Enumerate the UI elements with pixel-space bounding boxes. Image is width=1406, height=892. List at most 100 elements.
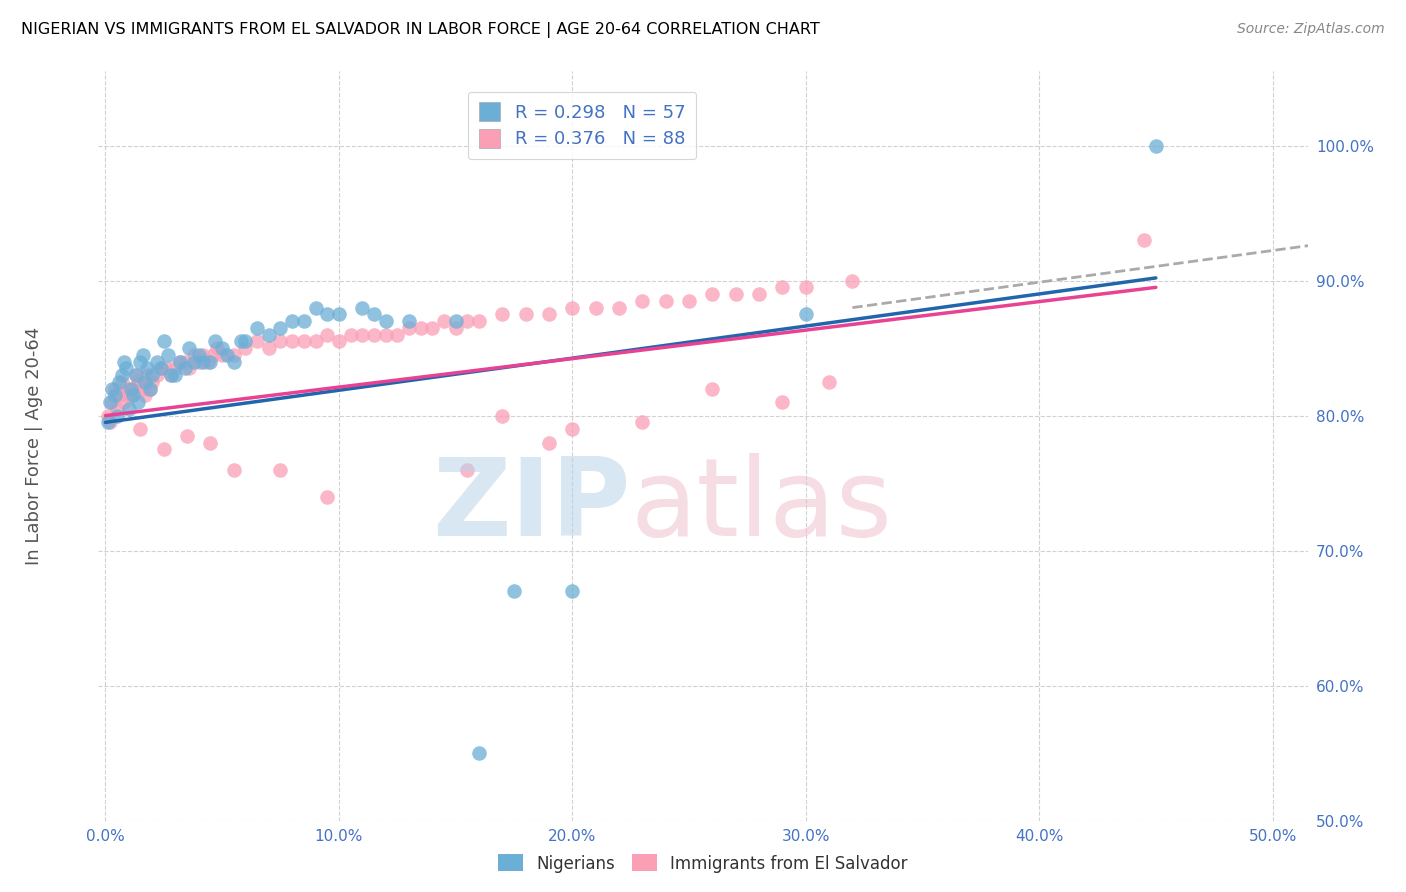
Point xyxy=(420,321,443,335)
Point xyxy=(101,395,124,409)
Point xyxy=(108,388,131,402)
Point xyxy=(1144,138,1167,153)
Point xyxy=(112,354,135,368)
Text: ZIP: ZIP xyxy=(432,453,630,559)
Point xyxy=(125,368,148,383)
Point xyxy=(187,348,209,362)
Point xyxy=(818,375,841,389)
Point xyxy=(207,341,229,355)
Point xyxy=(246,334,269,349)
Point xyxy=(678,293,700,308)
Point xyxy=(146,368,169,383)
Point xyxy=(537,307,560,321)
Point xyxy=(304,334,326,349)
Point xyxy=(105,409,128,423)
Point xyxy=(134,388,156,402)
Point xyxy=(222,462,245,476)
Point xyxy=(468,746,491,760)
Point xyxy=(111,375,134,389)
Point xyxy=(398,321,420,335)
Point xyxy=(770,280,793,294)
Point xyxy=(352,327,374,342)
Point xyxy=(176,429,198,443)
Point xyxy=(129,422,152,436)
Point xyxy=(97,409,120,423)
Point xyxy=(374,314,396,328)
Point xyxy=(215,348,238,362)
Point xyxy=(222,348,245,362)
Point xyxy=(200,435,222,450)
Point xyxy=(98,416,121,430)
Point xyxy=(197,354,219,368)
Point xyxy=(150,361,173,376)
Point xyxy=(139,382,162,396)
Point xyxy=(398,314,420,328)
Point xyxy=(229,334,252,349)
Point xyxy=(748,287,770,301)
Point xyxy=(115,361,138,376)
Point xyxy=(120,388,142,402)
Point xyxy=(561,584,583,599)
Text: atlas: atlas xyxy=(630,453,893,559)
Point xyxy=(127,375,149,389)
Point xyxy=(104,382,127,396)
Point xyxy=(292,314,315,328)
Point xyxy=(585,301,607,315)
Point xyxy=(165,361,187,376)
Point xyxy=(292,334,315,349)
Point xyxy=(515,307,537,321)
Point xyxy=(631,293,654,308)
Text: NIGERIAN VS IMMIGRANTS FROM EL SALVADOR IN LABOR FORCE | AGE 20-64 CORRELATION C: NIGERIAN VS IMMIGRANTS FROM EL SALVADOR … xyxy=(21,22,820,38)
Point xyxy=(108,375,131,389)
Point xyxy=(794,307,817,321)
Point xyxy=(132,348,155,362)
Point xyxy=(146,354,169,368)
Point xyxy=(211,348,233,362)
Point xyxy=(537,435,560,450)
Point xyxy=(235,334,257,349)
Point xyxy=(841,274,863,288)
Point xyxy=(200,354,222,368)
Point xyxy=(118,382,141,396)
Point xyxy=(105,401,128,416)
Y-axis label: In Labor Force | Age 20-64: In Labor Force | Age 20-64 xyxy=(25,326,42,566)
Point xyxy=(491,307,513,321)
Point xyxy=(316,490,339,504)
Point xyxy=(193,348,215,362)
Point xyxy=(702,382,724,396)
Point xyxy=(104,388,127,402)
Point xyxy=(211,341,233,355)
Point xyxy=(193,354,215,368)
Point xyxy=(132,382,155,396)
Point xyxy=(115,388,138,402)
Point xyxy=(155,361,177,376)
Point xyxy=(654,293,676,308)
Point xyxy=(269,321,291,335)
Point xyxy=(363,307,385,321)
Point xyxy=(794,280,817,294)
Point xyxy=(257,327,280,342)
Point xyxy=(561,301,583,315)
Point xyxy=(561,422,583,436)
Point xyxy=(269,334,291,349)
Point xyxy=(179,341,201,355)
Point xyxy=(125,368,148,383)
Point xyxy=(770,395,793,409)
Point xyxy=(173,354,195,368)
Point xyxy=(702,287,724,301)
Point xyxy=(141,368,163,383)
Point xyxy=(101,382,124,396)
Point xyxy=(127,395,149,409)
Point xyxy=(111,368,134,383)
Point xyxy=(374,327,396,342)
Point xyxy=(204,334,226,349)
Legend: Nigerians, Immigrants from El Salvador: Nigerians, Immigrants from El Salvador xyxy=(492,847,914,880)
Point xyxy=(169,354,191,368)
Point xyxy=(316,327,339,342)
Point xyxy=(503,584,526,599)
Point xyxy=(269,462,291,476)
Point xyxy=(129,354,152,368)
Point xyxy=(444,321,467,335)
Point xyxy=(316,307,339,321)
Point xyxy=(150,361,173,376)
